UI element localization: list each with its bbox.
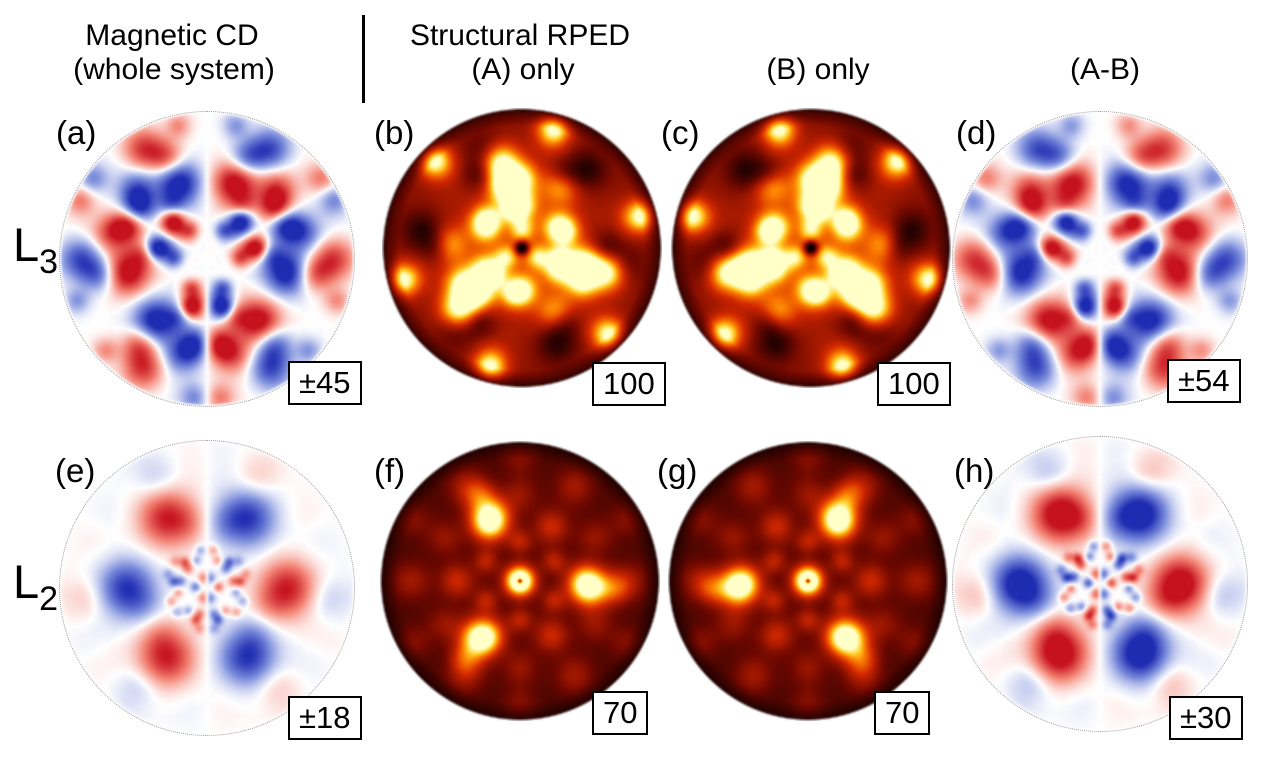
panel-e-cd-pattern (59, 440, 355, 736)
panel-g-scale-box: 70 (874, 691, 931, 735)
row-label-L2: L2 (13, 555, 59, 618)
panel-c-label: (c) (661, 114, 700, 151)
panel-a-label: (a) (56, 114, 97, 151)
header-structural-rped: Structural RPED (409, 19, 631, 52)
panel-a-scale-box: ±45 (288, 361, 362, 405)
header-a-only: (A) only (471, 53, 575, 86)
panel-b-rped-pattern (382, 108, 662, 388)
panel-f-scale-box: 70 (592, 691, 649, 735)
panel-g-label: (g) (657, 452, 698, 489)
panel-h-scale-box: ±30 (1169, 696, 1243, 740)
panel-b-scale-box: 100 (592, 362, 666, 406)
column-divider-line (362, 15, 365, 103)
panel-d-label: (d) (956, 114, 997, 151)
header-a-minus-b: (A-B) (1070, 53, 1140, 86)
panel-c-rped-pattern (671, 108, 951, 388)
panel-c-scale-box: 100 (877, 362, 951, 406)
panel-b-label: (b) (374, 114, 415, 151)
panel-f-rped-pattern (380, 441, 660, 721)
panel-h-label: (h) (954, 452, 995, 489)
panel-f-label: (f) (374, 452, 406, 489)
panel-h-cd-pattern (952, 436, 1248, 732)
panel-e-scale-box: ±18 (288, 696, 362, 740)
panel-g-rped-pattern (668, 441, 948, 721)
row-label-L3: L3 (13, 218, 59, 281)
header-magnetic-cd: Magnetic CD (85, 19, 259, 52)
panel-a-cd-pattern (59, 111, 355, 407)
header-whole-system: (whole system) (73, 53, 275, 86)
panel-e-label: (e) (55, 452, 96, 489)
header-b-only: (B) only (766, 53, 870, 86)
panel-d-cd-pattern (952, 111, 1248, 407)
panel-d-scale-box: ±54 (1167, 359, 1241, 403)
